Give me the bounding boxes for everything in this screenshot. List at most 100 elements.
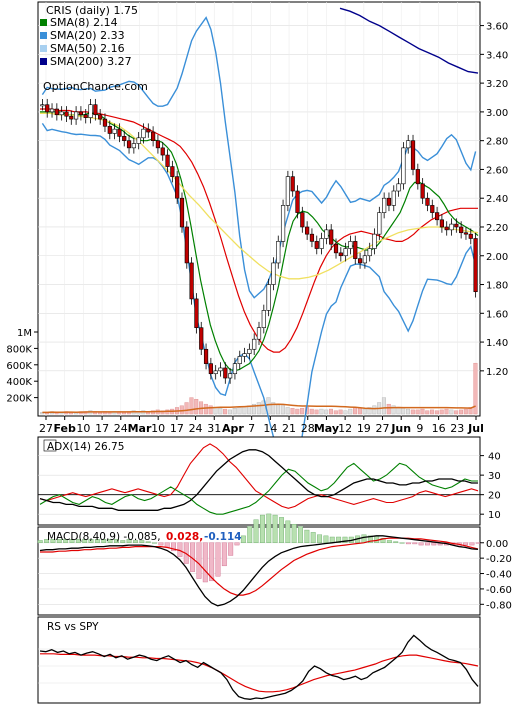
- macd-histogram-bar: [405, 542, 411, 545]
- candle-body: [338, 252, 343, 257]
- macd-gridlines: [38, 542, 480, 605]
- candle-body: [88, 104, 93, 118]
- candle-body: [295, 190, 300, 213]
- volume-bar: [458, 409, 463, 415]
- candle-body: [69, 115, 74, 120]
- macd-histogram-bar: [291, 524, 297, 543]
- candle-body: [449, 223, 454, 231]
- macd-histogram-bar: [399, 542, 405, 544]
- macd-histogram-bar: [310, 532, 316, 543]
- candle-body: [410, 140, 416, 170]
- x-tick-label: 7: [248, 422, 255, 435]
- candle-body: [59, 111, 64, 116]
- volume-bar: [271, 402, 276, 415]
- candle-body: [93, 104, 98, 116]
- x-tick-label: 17: [170, 422, 184, 435]
- macd-histogram-bar: [50, 539, 56, 543]
- x-tick-label: 21: [282, 422, 296, 435]
- volume-bar: [372, 405, 377, 415]
- macd-histogram-bar: [380, 537, 386, 543]
- macd-title: MACD(8,40,9) -0.085,: [47, 531, 161, 543]
- candle-body: [237, 356, 242, 364]
- volume-bar: [348, 408, 353, 415]
- legend-label: SMA(200) 3.27: [50, 55, 132, 68]
- candle-body: [276, 241, 281, 264]
- volume-bar: [410, 409, 415, 415]
- candle-body: [357, 258, 363, 264]
- macd-histogram-bar: [367, 535, 373, 543]
- candle-body: [179, 197, 185, 228]
- y-tick-label: 400K: [6, 377, 32, 388]
- candle-body: [391, 190, 396, 206]
- candle-body: [242, 353, 247, 357]
- volume-bar: [160, 410, 165, 415]
- volume-bar: [454, 410, 459, 415]
- volume-bars: [40, 362, 478, 415]
- rs-panel-frame: [37, 616, 481, 704]
- y-tick-label: -0.60: [486, 585, 512, 596]
- volume-bar: [194, 399, 199, 415]
- macd-histogram-bar: [44, 539, 50, 543]
- x-tick-label: 19: [357, 422, 371, 435]
- candle-body: [155, 140, 161, 149]
- candle-body: [420, 183, 425, 199]
- y-tick-label: 800K: [6, 344, 32, 355]
- x-tick-label: 23: [450, 422, 464, 435]
- candle-body: [271, 262, 276, 285]
- volume-average-line: [42, 403, 476, 414]
- price-y-axis: 3.60 3.40 3.20 3.00 2.80 2.60 2.40 2.20 2.00 1.80…: [480, 22, 508, 378]
- macd-histogram-bar: [247, 526, 253, 543]
- volume-bar: [280, 405, 285, 415]
- macd-histogram-bar: [107, 539, 113, 543]
- x-tick-label: 10: [76, 422, 90, 435]
- bollinger-lower-band: [41, 123, 477, 480]
- candle-body: [203, 348, 209, 364]
- rs-gridlines: [38, 648, 480, 684]
- x-tick-label: 31: [207, 422, 221, 435]
- volume-bar: [473, 362, 478, 415]
- candle-body: [247, 348, 252, 354]
- macd-histogram-bar: [221, 542, 227, 567]
- y-tick-label: 2.60: [486, 165, 508, 176]
- candle-body: [131, 143, 136, 149]
- y-tick-label: -0.80: [486, 600, 512, 611]
- macd-histogram-bar: [463, 542, 469, 546]
- x-tick-label: 14: [263, 422, 277, 435]
- candle-body: [83, 114, 88, 118]
- y-tick-label: 1.60: [486, 309, 508, 320]
- y-tick-label: 20: [488, 491, 501, 502]
- candle-body: [160, 147, 165, 156]
- candle-body: [49, 108, 55, 113]
- x-tick-label: 10: [151, 422, 165, 435]
- candle-body: [122, 136, 127, 141]
- macd-histogram-bar: [304, 529, 310, 543]
- plus-di-line: [39, 462, 478, 515]
- candle-body: [170, 166, 175, 177]
- candlesticks: [40, 98, 478, 384]
- candle-body: [454, 223, 459, 228]
- y-tick-label: 10: [488, 510, 501, 521]
- candle-body: [256, 327, 262, 340]
- candle-body: [136, 137, 141, 144]
- y-tick-label: 30: [488, 471, 501, 482]
- volume-bar: [189, 397, 194, 415]
- volume-bar: [338, 409, 343, 415]
- volume-bar: [309, 408, 314, 415]
- volume-bar: [218, 408, 223, 415]
- macd-histogram-bar: [171, 542, 177, 552]
- macd-histogram-bar: [329, 536, 335, 543]
- macd-histogram-bar: [133, 540, 138, 543]
- volume-bar: [406, 408, 411, 415]
- macd-histogram-bar: [240, 535, 246, 543]
- volume-bar: [300, 408, 305, 415]
- candle-body: [333, 243, 339, 254]
- candle-body: [107, 125, 112, 134]
- volume-bar: [285, 407, 290, 415]
- candle-body: [141, 128, 146, 139]
- x-tick-label: Apr: [222, 422, 244, 435]
- candle-body: [444, 226, 449, 231]
- legend-swatch: [40, 58, 47, 65]
- candle-body: [396, 183, 401, 192]
- y-tick-label: 2.00: [486, 252, 508, 263]
- y-tick-label: 200K: [6, 394, 32, 405]
